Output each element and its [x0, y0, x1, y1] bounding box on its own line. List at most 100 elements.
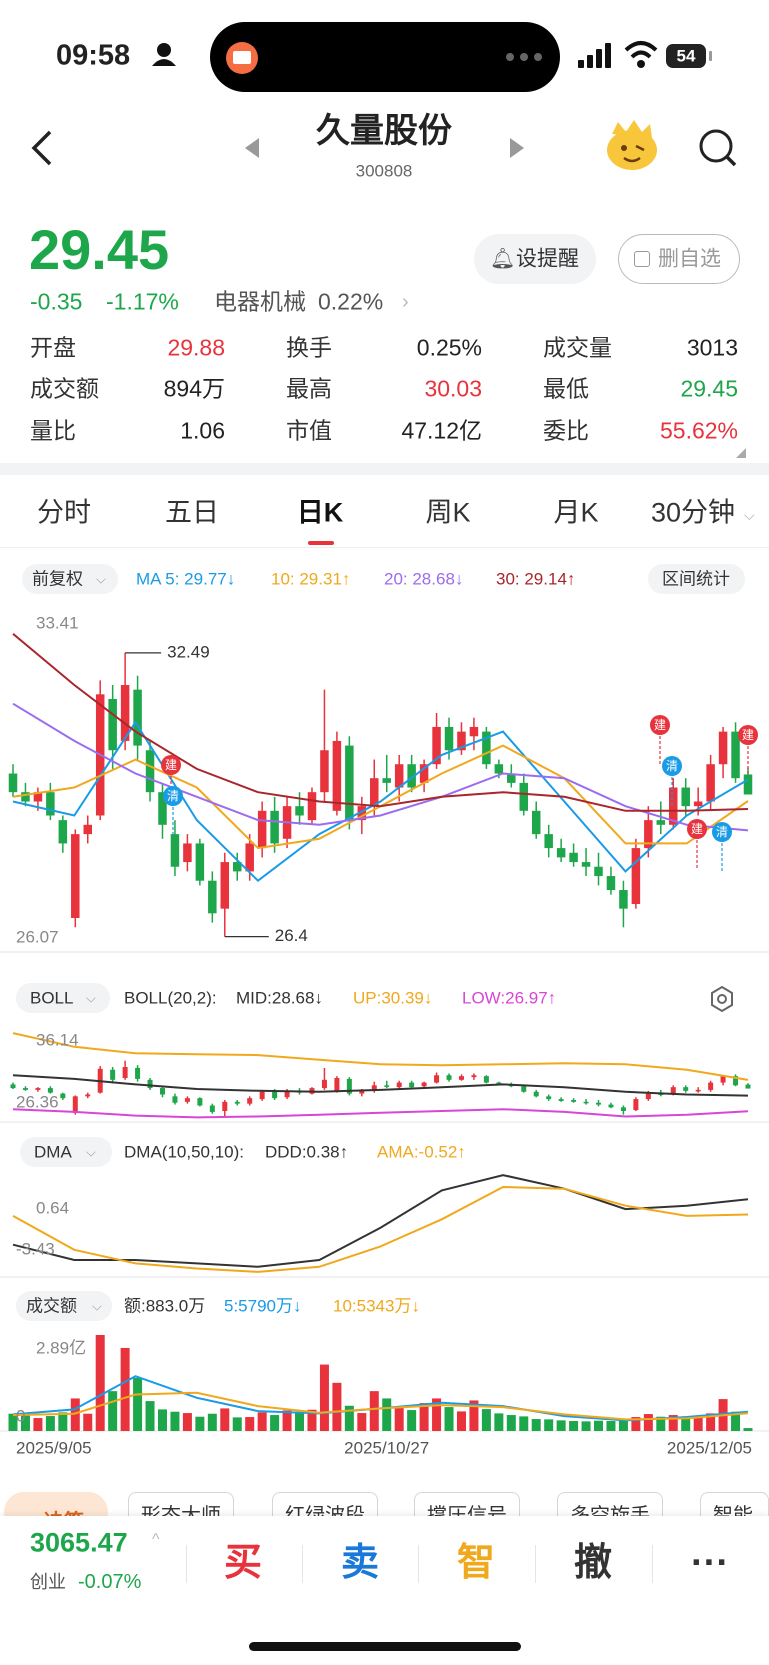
volume-pill[interactable]	[16, 1291, 112, 1321]
mini-candle-body	[733, 1076, 739, 1086]
volume-bar	[332, 1382, 342, 1431]
candle-body	[58, 820, 68, 844]
candle-body	[83, 824, 92, 835]
period-tab[interactable]: 月K	[553, 497, 599, 528]
candle-body	[71, 834, 80, 918]
volume-ma5: 5:5790万↓	[224, 1296, 302, 1316]
dropdown-caret: ⌵	[86, 1144, 96, 1160]
settings-icon[interactable]	[708, 985, 736, 1013]
volume-bar	[469, 1400, 479, 1431]
volume-bar	[456, 1411, 466, 1431]
period-tab[interactable]: 30分钟	[650, 497, 736, 528]
mini-candle-body	[184, 1098, 190, 1102]
stat-value: 894万	[163, 375, 225, 402]
period-tab[interactable]: 日K	[296, 497, 344, 528]
range-stats-pill[interactable]	[648, 564, 745, 594]
volume-bar	[419, 1403, 429, 1431]
candle-body	[108, 698, 117, 751]
period-tab[interactable]: 周K	[425, 497, 471, 528]
trade-action[interactable]: ···	[691, 1542, 729, 1584]
volume-bar	[382, 1398, 392, 1431]
strategy-tag[interactable]: 形态大师	[128, 1492, 234, 1518]
dma-pill[interactable]	[20, 1137, 112, 1167]
mini-candle-body	[434, 1075, 440, 1083]
strategy-tag[interactable]: 红绿波段	[272, 1492, 378, 1518]
volume-bar	[369, 1391, 379, 1431]
mini-candle-body	[620, 1107, 626, 1111]
volume-bar	[407, 1410, 417, 1431]
volume-bar	[643, 1414, 653, 1431]
mini-candle-body	[135, 1067, 141, 1079]
mini-candle-body	[645, 1093, 651, 1100]
trade-marker	[161, 755, 181, 775]
trade-action[interactable]: 卖	[340, 1542, 380, 1584]
period-tab[interactable]: 分时	[37, 497, 91, 528]
mini-candle-body	[409, 1082, 415, 1088]
mini-candle-body	[10, 1084, 16, 1089]
y-tick-label: 0.64	[36, 1198, 69, 1217]
stat-value: 47.12亿	[401, 417, 482, 444]
mini-candle-body	[321, 1079, 327, 1089]
mini-candle-body	[596, 1102, 602, 1105]
mini-candle-body	[35, 1088, 41, 1090]
stat-label: 成交额	[30, 375, 99, 402]
candle-body	[693, 801, 703, 807]
candle-body	[669, 787, 678, 825]
x-tick-label: 2025/12/05	[667, 1438, 752, 1457]
x-tick-label: 2025/10/27	[344, 1438, 429, 1457]
adjust-pill[interactable]	[22, 564, 118, 594]
candle-body	[195, 843, 205, 881]
stat-label: 最高	[286, 375, 332, 402]
candle-body	[370, 778, 379, 807]
expand-corner[interactable]	[734, 446, 748, 460]
indicator-line	[12, 1074, 749, 1097]
candle-body	[631, 848, 641, 905]
bell-icon: 🔔︎	[490, 248, 516, 270]
candle-body	[482, 731, 491, 765]
trade-marker-label: 清	[666, 759, 678, 773]
strategy-label: 决策	[44, 1512, 84, 1518]
stat-label: 成交量	[543, 334, 612, 361]
trade-marker	[163, 786, 183, 806]
candle-body	[245, 843, 254, 872]
volume-bar	[494, 1413, 504, 1431]
candle-body	[569, 852, 578, 863]
candle-body	[382, 778, 391, 783]
mini-candle-body	[247, 1098, 253, 1104]
strategy-badge[interactable]	[4, 1492, 108, 1518]
stat-label: 开盘	[30, 334, 76, 361]
index-value[interactable]: 3065.47	[30, 1527, 128, 1558]
ma5-label: MA 5: 29.77↓	[136, 569, 236, 589]
trade-marker-label: 建	[742, 728, 754, 742]
mini-candle-body	[272, 1091, 278, 1099]
volume-bar	[731, 1411, 741, 1431]
trade-action[interactable]: 智	[456, 1542, 496, 1584]
volume-bar	[295, 1413, 305, 1431]
strategy-tag[interactable]: 多空旋手	[557, 1492, 663, 1518]
candle-body	[208, 880, 217, 914]
remove-watch-button[interactable]	[618, 234, 740, 284]
dma-ddd: DDD:0.38↑	[265, 1142, 349, 1162]
strategy-tag[interactable]: 撑压信号	[414, 1492, 520, 1518]
index-pct: -0.07%	[78, 1571, 142, 1593]
remove-label: 删自选	[658, 247, 721, 271]
candle-body	[594, 866, 603, 877]
volume-bar	[8, 1413, 18, 1431]
strategy-tag[interactable]: 智能化	[700, 1492, 769, 1518]
trade-action[interactable]: 买	[223, 1542, 263, 1584]
mini-candle-body	[72, 1096, 78, 1113]
home-indicator	[249, 1642, 521, 1651]
sector[interactable]: 电器机械	[214, 288, 306, 315]
period-tab[interactable]: 五日	[165, 497, 219, 528]
candle-body	[257, 810, 267, 849]
mini-candle-body	[483, 1076, 489, 1083]
trade-marker	[738, 725, 758, 745]
y-tick-label: 26.07	[16, 927, 59, 946]
mini-candle-body	[209, 1105, 215, 1112]
alert-button[interactable]	[474, 234, 596, 284]
trade-marker	[650, 715, 670, 735]
volume-bar	[743, 1428, 753, 1431]
boll-pill[interactable]	[16, 983, 110, 1013]
trade-action[interactable]: 撤	[573, 1542, 613, 1584]
ma20-label: 20: 28.68↓	[384, 569, 464, 589]
